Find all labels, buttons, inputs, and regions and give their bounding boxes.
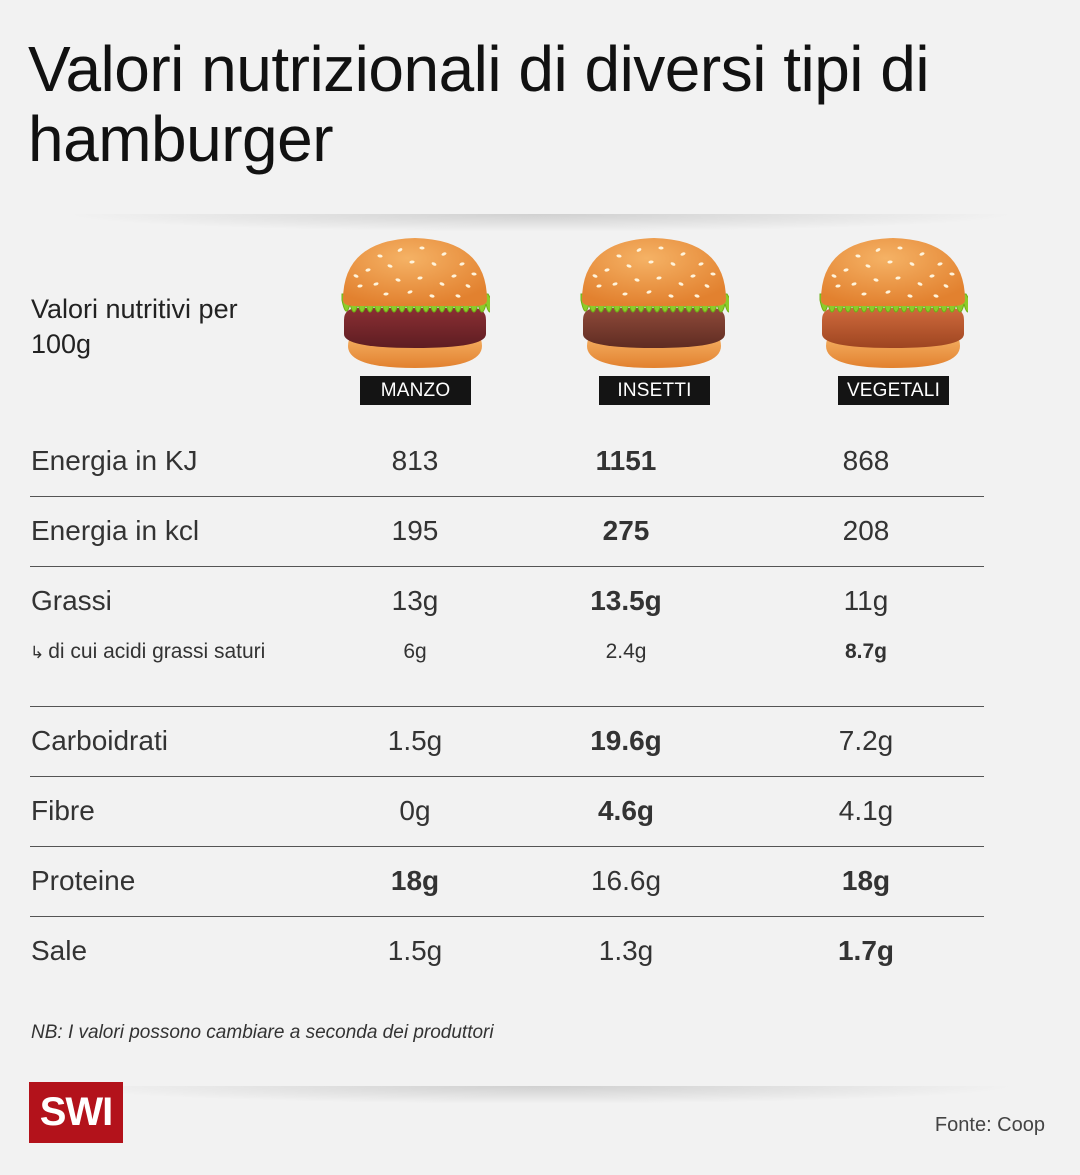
value-cell-vegetali: 1.7g — [837, 935, 895, 967]
divider-bottom — [60, 1086, 1020, 1104]
row-label-text: Proteine — [31, 865, 136, 896]
row-label: Grassi — [30, 566, 326, 636]
nutrition-table: Energia in KJ 813 1151 868 Energia in kcl 195… — [30, 426, 1050, 986]
value-cell-insetti: 13.5g — [590, 585, 662, 617]
row-label-text: Fibre — [31, 795, 95, 826]
swi-logo: SWI — [29, 1082, 123, 1143]
value-cell-manzo: 18g — [326, 846, 504, 917]
value-cell-insetti: 275 — [504, 496, 748, 567]
value-cell-insetti: 4.6g — [504, 776, 748, 847]
value-cell-insetti: 16.6g — [504, 846, 748, 917]
table-row: Fibre 0g 4.6g 4.1g — [30, 776, 1050, 847]
value-cell-vegetali: 868 — [748, 426, 984, 497]
row-label: Carboidrati — [30, 706, 326, 777]
footnote: NB: I valori possono cambiare a seconda … — [31, 1022, 494, 1043]
column-tag-manzo: MANZO — [360, 376, 471, 405]
burger-vegetable-icon — [818, 234, 968, 374]
row-label: Sale — [30, 916, 326, 986]
value-cell-manzo: 195 — [326, 496, 504, 567]
table-row: Sale 1.5g 1.3g 1.7g — [30, 916, 1050, 986]
value-cell-insetti: 19.6g — [504, 706, 748, 777]
value-cell-vegetali: 8.7g — [748, 636, 984, 707]
value-cell-manzo: 6g — [326, 636, 504, 707]
burger-beef-icon — [340, 234, 490, 374]
source-credit: Fonte: Coop — [934, 1114, 1045, 1136]
row-label: Energia in KJ — [30, 426, 326, 497]
value-cell-vegetali: 11g — [843, 585, 889, 617]
row-label-text: di cui acidi grassi saturi — [48, 640, 266, 663]
column-tag-vegetali: VEGETALI — [838, 376, 949, 405]
table-row: Grassi 13g 13.5g 11g — [30, 566, 1050, 636]
page-title: Valori nutrizionali di diversi tipi di h… — [28, 33, 930, 175]
row-label: Proteine — [30, 846, 326, 917]
value-cell-vegetali: 7.2g — [748, 706, 984, 777]
burger-insect-icon — [579, 234, 729, 374]
value-cell-manzo: 1.5g — [387, 935, 443, 967]
value-cell-vegetali: 18g — [748, 846, 984, 917]
divider-top — [60, 214, 1020, 232]
value-cell-manzo: 1.5g — [326, 706, 504, 777]
table-row: Energia in KJ 813 1151 868 — [30, 426, 1050, 497]
table-row: ↳ di cui acidi grassi saturi 6g 2.4g 8.7g — [30, 636, 1050, 707]
row-label-text: Energia in kcl — [31, 515, 200, 546]
value-cell-insetti: 1151 — [504, 426, 748, 497]
table-header-label: Valori nutritivi per 100g — [31, 294, 238, 359]
value-cell-vegetali: 208 — [748, 496, 984, 567]
row-label: Fibre — [30, 776, 326, 847]
column-tag-insetti: INSETTI — [599, 376, 710, 405]
value-cell-manzo: 813 — [326, 426, 504, 497]
value-cell-insetti: 1.3g — [598, 935, 654, 967]
row-label-text: Energia in KJ — [31, 444, 198, 476]
value-cell-manzo: 13g — [391, 585, 439, 617]
value-cell-manzo: 0g — [326, 776, 504, 847]
value-cell-insetti: 2.4g — [504, 636, 748, 707]
row-label-text: Grassi — [31, 585, 112, 617]
row-label: Energia in kcl — [30, 496, 326, 567]
table-row: Proteine 18g 16.6g 18g — [30, 846, 1050, 917]
sub-row-label: ↳ di cui acidi grassi saturi — [30, 636, 326, 707]
row-label-text: Carboidrati — [31, 725, 168, 756]
row-label-text: Sale — [31, 935, 88, 967]
table-row: Energia in kcl 195 275 208 — [30, 496, 1050, 567]
table-row: Carboidrati 1.5g 19.6g 7.2g — [30, 706, 1050, 777]
sub-arrow-icon: ↳ — [30, 643, 45, 662]
value-cell-vegetali: 4.1g — [748, 776, 984, 847]
